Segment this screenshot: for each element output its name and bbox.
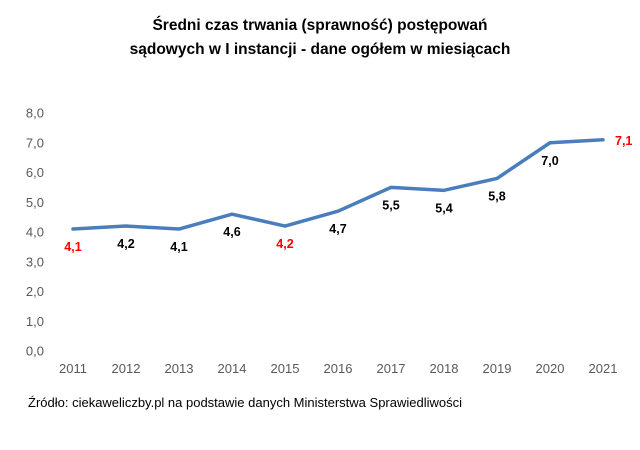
x-axis-tick-label: 2017 [377, 361, 406, 376]
data-label: 5,4 [435, 201, 452, 215]
y-axis-tick-label: 5,0 [26, 195, 44, 210]
x-axis-tick-label: 2019 [483, 361, 512, 376]
x-axis-tick-label: 2021 [589, 361, 618, 376]
y-axis-tick-label: 8,0 [26, 106, 44, 121]
x-axis-tick-label: 2011 [59, 361, 87, 376]
data-label: 5,5 [382, 198, 399, 212]
x-axis-tick-label: 2018 [430, 361, 459, 376]
data-label: 4,1 [170, 240, 187, 254]
y-axis-tick-label: 4,0 [26, 225, 44, 240]
data-label: 4,1 [64, 240, 81, 254]
data-label: 7,1 [615, 134, 632, 148]
data-label: 4,2 [276, 237, 293, 251]
y-axis-tick-label: 6,0 [26, 165, 44, 180]
data-label: 5,8 [488, 189, 505, 203]
x-axis-tick-label: 2015 [271, 361, 300, 376]
y-axis-tick-label: 7,0 [26, 135, 44, 150]
line-chart: 0,0 1,0 2,0 3,0 4,0 5,0 6,0 7,0 8,0 2011 2012 2013 2… [26, 106, 633, 377]
y-axis-tick-label: 1,0 [26, 314, 44, 329]
y-axis-tick-label: 0,0 [26, 344, 44, 359]
series-line [71, 138, 605, 231]
data-label: 4,2 [117, 237, 134, 251]
data-label: 4,6 [223, 225, 240, 239]
chart-title: Średni czas trwania (sprawność) postępow… [0, 0, 640, 61]
data-label: 7,0 [541, 154, 558, 168]
x-axis-tick-label: 2012 [112, 361, 141, 376]
y-axis-tick-label: 3,0 [26, 254, 44, 269]
x-axis-tick-label: 2013 [165, 361, 194, 376]
source-note: Źródło: ciekaweliczby.pl na podstawie da… [28, 395, 463, 410]
x-axis-tick-label: 2016 [324, 361, 353, 376]
data-label: 4,7 [329, 222, 346, 236]
x-axis-tick-label: 2020 [536, 361, 565, 376]
chart-title-line1: Średni czas trwania (sprawność) postępow… [152, 17, 488, 34]
y-axis-tick-label: 2,0 [26, 284, 44, 299]
chart-title-line2: sądowych w I instancji - dane ogółem w m… [129, 41, 511, 59]
x-axis-tick-label: 2014 [218, 361, 247, 376]
